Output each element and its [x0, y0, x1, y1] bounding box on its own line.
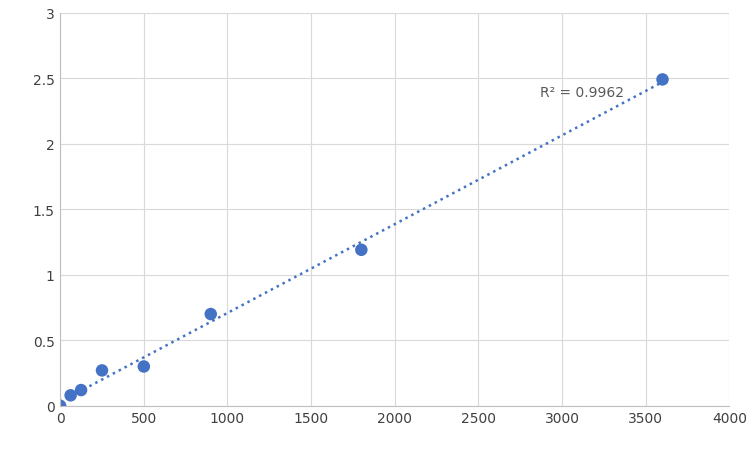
Point: [65, 392, 77, 399]
Text: R² = 0.9962: R² = 0.9962: [541, 86, 624, 100]
Point: [54, 402, 66, 410]
Point: [96, 367, 108, 374]
Point: [75, 387, 87, 394]
Point: [205, 311, 217, 318]
Point: [656, 77, 669, 84]
Point: [355, 247, 367, 254]
Point: [138, 363, 150, 370]
